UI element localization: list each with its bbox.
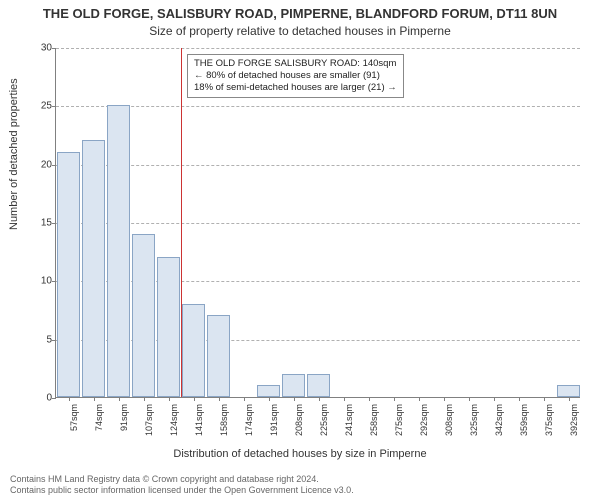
- xtick-mark: [69, 397, 70, 401]
- bar: [82, 140, 106, 397]
- ytick-mark: [52, 48, 56, 49]
- xtick-mark: [519, 397, 520, 401]
- gridline: [56, 223, 580, 224]
- ytick-mark: [52, 165, 56, 166]
- xtick-mark: [544, 397, 545, 401]
- xtick-mark: [469, 397, 470, 401]
- xtick-mark: [444, 397, 445, 401]
- annotation-line: THE OLD FORGE SALISBURY ROAD: 140sqm: [194, 58, 397, 70]
- bar: [557, 385, 581, 397]
- ytick-label: 10: [28, 276, 52, 287]
- footer-attribution: Contains HM Land Registry data © Crown c…: [10, 474, 354, 496]
- xtick-mark: [344, 397, 345, 401]
- xtick-mark: [319, 397, 320, 401]
- annotation-line: ← 80% of detached houses are smaller (91…: [194, 70, 397, 82]
- bar: [257, 385, 281, 397]
- bar: [132, 234, 156, 397]
- bar: [207, 315, 231, 397]
- gridline: [56, 165, 580, 166]
- xtick-mark: [144, 397, 145, 401]
- ytick-mark: [52, 340, 56, 341]
- bar: [307, 374, 331, 397]
- ytick-mark: [52, 398, 56, 399]
- gridline: [56, 106, 580, 107]
- annotation-line: 18% of semi-detached houses are larger (…: [194, 82, 397, 94]
- ytick-label: 20: [28, 159, 52, 170]
- xtick-mark: [369, 397, 370, 401]
- ytick-label: 0: [28, 393, 52, 404]
- xtick-mark: [569, 397, 570, 401]
- bar: [157, 257, 181, 397]
- ytick-label: 25: [28, 101, 52, 112]
- footer-line-1: Contains HM Land Registry data © Crown c…: [10, 474, 354, 485]
- footer-line-2: Contains public sector information licen…: [10, 485, 354, 496]
- xtick-mark: [419, 397, 420, 401]
- xtick-mark: [244, 397, 245, 401]
- ytick-mark: [52, 223, 56, 224]
- x-axis-label: Distribution of detached houses by size …: [0, 448, 600, 460]
- xtick-mark: [219, 397, 220, 401]
- annotation-box: THE OLD FORGE SALISBURY ROAD: 140sqm← 80…: [187, 54, 404, 98]
- gridline: [56, 48, 580, 49]
- xtick-mark: [294, 397, 295, 401]
- ytick-label: 15: [28, 218, 52, 229]
- y-axis-label: Number of detached properties: [8, 78, 20, 230]
- ytick-label: 5: [28, 334, 52, 345]
- xtick-mark: [269, 397, 270, 401]
- bar: [107, 105, 131, 397]
- bar: [182, 304, 206, 397]
- xtick-mark: [169, 397, 170, 401]
- ytick-mark: [52, 106, 56, 107]
- xtick-mark: [494, 397, 495, 401]
- bar: [282, 374, 306, 397]
- chart-title-main: THE OLD FORGE, SALISBURY ROAD, PIMPERNE,…: [0, 6, 600, 21]
- plot-area: 05101520253057sqm74sqm91sqm107sqm124sqm1…: [55, 48, 580, 398]
- ytick-label: 30: [28, 43, 52, 54]
- chart-container: THE OLD FORGE, SALISBURY ROAD, PIMPERNE,…: [0, 0, 600, 500]
- xtick-mark: [119, 397, 120, 401]
- xtick-mark: [94, 397, 95, 401]
- xtick-mark: [394, 397, 395, 401]
- xtick-mark: [194, 397, 195, 401]
- ytick-mark: [52, 281, 56, 282]
- bar: [57, 152, 81, 397]
- reference-line: [181, 48, 182, 397]
- chart-title-sub: Size of property relative to detached ho…: [0, 24, 600, 38]
